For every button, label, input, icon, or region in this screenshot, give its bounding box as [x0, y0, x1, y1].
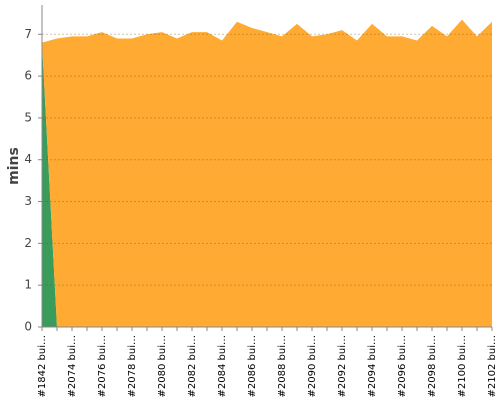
y-tick-label: 0 [24, 320, 32, 334]
x-tick-label: #2094 bui… [367, 335, 378, 397]
y-tick-label: 5 [24, 110, 32, 124]
x-tick-label: #2086 bui… [247, 335, 258, 397]
y-tick-label: 7 [24, 27, 32, 41]
y-tick-label: 3 [24, 194, 32, 208]
x-tick-label: #2090 bui… [307, 335, 318, 397]
y-tick-label: 6 [24, 69, 32, 83]
area [42, 19, 492, 328]
x-tick-label: #2076 bui… [97, 335, 108, 397]
y-tick-label: 4 [24, 152, 32, 166]
x-tick-label: #2100 bui… [457, 335, 468, 397]
x-tick-label: #2088 bui… [277, 335, 288, 397]
y-axis-label: mins [6, 147, 22, 185]
x-tick-label: #2096 bui… [397, 335, 408, 397]
x-tick-label: #2098 bui… [427, 335, 438, 397]
y-tick-label: 1 [24, 278, 32, 292]
x-tick-label: #2074 bui… [67, 335, 78, 397]
x-tick-label: #2102 bui… [487, 335, 498, 397]
x-tick-label: #2080 bui… [157, 335, 168, 397]
y-tick-label: 2 [24, 236, 32, 250]
x-tick-label: #1842 bui… [37, 335, 48, 397]
x-tick-label: #2082 bui… [187, 335, 198, 397]
x-tick-label: #2084 bui… [217, 335, 228, 397]
x-tick-label: #2092 bui… [337, 335, 348, 397]
x-tick-label: #2078 bui… [127, 335, 138, 397]
